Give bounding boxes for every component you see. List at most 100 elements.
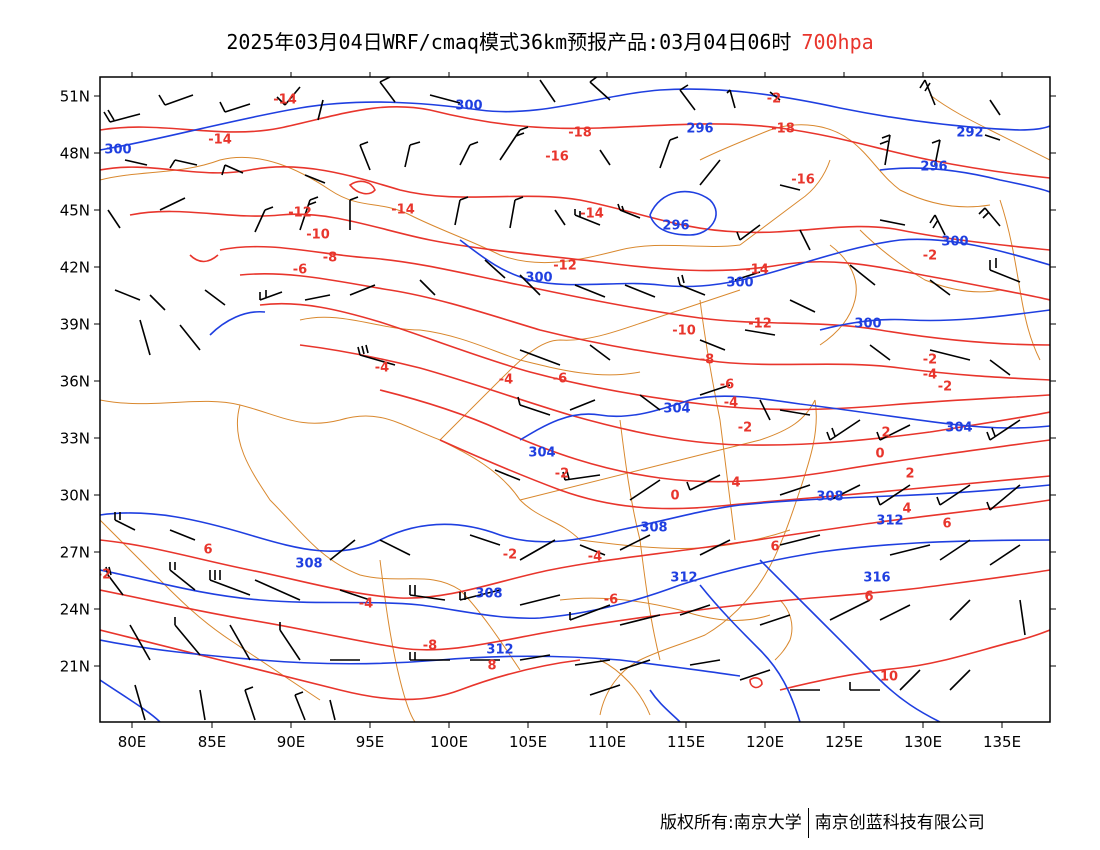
temp-label: -2 <box>503 548 517 563</box>
temp-label: 6 <box>942 517 951 532</box>
height-label: 316 <box>863 571 890 586</box>
temp-label: -8 <box>323 251 337 266</box>
lon-label: 115E <box>667 733 705 751</box>
title-main: 2025年03月04日WRF/cmaq模式36km预报产品:03月04日06时 <box>226 30 792 54</box>
temp-label: -10 <box>672 324 696 339</box>
lon-label: 95E <box>356 733 385 751</box>
lat-label: 45N <box>60 202 90 220</box>
temp-label: 0 <box>670 489 679 504</box>
height-label: 292 <box>956 126 983 141</box>
temp-label: -6 <box>720 378 734 393</box>
temp-label: -4 <box>923 368 937 383</box>
axis-ticks <box>94 72 1056 728</box>
temp-label: 6 <box>203 543 212 558</box>
temp-label: -12 <box>288 206 312 221</box>
height-label: 304 <box>528 446 555 461</box>
lon-label: 105E <box>509 733 547 751</box>
temperature-labels: -14 -14 -12 -10 -8 -6 -18 -18 -16 -16 -1… <box>97 92 952 685</box>
temp-label: -6 <box>604 593 618 608</box>
height-label: 296 <box>686 122 713 137</box>
height-label: 296 <box>920 160 947 175</box>
height-label: 300 <box>726 276 753 291</box>
height-label: 308 <box>475 587 502 602</box>
temp-label: -4 <box>588 550 602 565</box>
height-label: 304 <box>945 421 972 436</box>
lon-label: 90E <box>277 733 306 751</box>
temp-label: -2 <box>938 380 952 395</box>
height-label: 308 <box>640 521 667 536</box>
lat-label: 36N <box>60 373 90 391</box>
temp-label: 10 <box>880 670 898 685</box>
temp-label: 6 <box>770 540 779 555</box>
lon-label: 130E <box>904 733 942 751</box>
lat-label: 51N <box>60 88 90 106</box>
temp-label: -16 <box>545 150 569 165</box>
temp-label: 8 <box>487 659 496 674</box>
lon-label: 110E <box>588 733 626 751</box>
temp-label: -14 <box>580 207 604 222</box>
height-label: 300 <box>455 99 482 114</box>
temp-label: -4 <box>724 396 738 411</box>
lon-label: 120E <box>746 733 784 751</box>
map-frame <box>99 76 1051 723</box>
height-labels: 300 300 296 296 292 300 300 300 296 304 … <box>104 99 983 658</box>
temp-label: 0 <box>875 447 884 462</box>
temp-label: 4 <box>902 502 911 517</box>
temp-label: -2 <box>923 249 937 264</box>
temp-label: -2 <box>767 92 781 107</box>
height-label: 308 <box>295 557 322 572</box>
height-label: 312 <box>486 643 513 658</box>
lon-label: 80E <box>118 733 147 751</box>
temp-label: -16 <box>791 173 815 188</box>
height-label: 300 <box>104 143 131 158</box>
temp-label: -4 <box>359 597 373 612</box>
lat-label: 42N <box>60 259 90 277</box>
temp-label: -14 <box>208 133 232 148</box>
temp-label: -2 <box>738 421 752 436</box>
lat-label: 27N <box>60 544 90 562</box>
height-label: 300 <box>525 271 552 286</box>
temperature-contours <box>100 105 1050 701</box>
temp-label: -12 <box>748 317 772 332</box>
lat-label: 33N <box>60 430 90 448</box>
lon-label: 135E <box>983 733 1021 751</box>
height-label: 312 <box>670 571 697 586</box>
lon-label: 85E <box>198 733 227 751</box>
temp-label: -14 <box>745 263 769 278</box>
temp-label: -18 <box>771 122 795 137</box>
footer-divider <box>807 808 809 838</box>
title-level: 700hpa <box>801 30 874 54</box>
lon-label: 125E <box>825 733 863 751</box>
lat-label: 48N <box>60 145 90 163</box>
map-title: 2025年03月04日WRF/cmaq模式36km预报产品:03月04日06时 7… <box>0 26 1100 55</box>
temp-label: -12 <box>553 259 577 274</box>
height-label: 300 <box>941 235 968 250</box>
lat-label: 24N <box>60 601 90 619</box>
temp-label: 2 <box>881 426 890 441</box>
temp-label: -4 <box>499 373 513 388</box>
height-label: 304 <box>663 402 690 417</box>
temp-label: 4 <box>731 476 740 491</box>
height-label: 296 <box>662 219 689 234</box>
height-label: 308 <box>816 490 843 505</box>
company-text: 南京创蓝科技有限公司 <box>814 813 985 833</box>
temp-label: -2 <box>555 467 569 482</box>
latitude-labels: 51N 48N 45N 42N 39N 36N 33N 30N 27N 24N … <box>60 88 90 676</box>
temp-label: -4 <box>375 361 389 376</box>
temp-label: -6 <box>553 372 567 387</box>
lat-label: 39N <box>60 316 90 334</box>
temp-label: 2 <box>905 467 914 482</box>
height-label: 312 <box>876 514 903 529</box>
temp-label: -14 <box>273 93 297 108</box>
temp-label: -8 <box>700 353 714 368</box>
lon-label: 100E <box>430 733 468 751</box>
map-layers: -14 -14 -12 -10 -8 -6 -18 -18 -16 -16 -1… <box>97 77 1050 722</box>
lat-label: 21N <box>60 658 90 676</box>
longitude-labels: 80E 85E 90E 95E 100E 105E 110E 115E 120E… <box>118 733 1021 751</box>
temp-label: 6 <box>864 590 873 605</box>
temp-label: -14 <box>391 203 415 218</box>
temp-label: -2 <box>97 568 111 583</box>
temp-label: -2 <box>923 353 937 368</box>
temp-label: -8 <box>423 639 437 654</box>
